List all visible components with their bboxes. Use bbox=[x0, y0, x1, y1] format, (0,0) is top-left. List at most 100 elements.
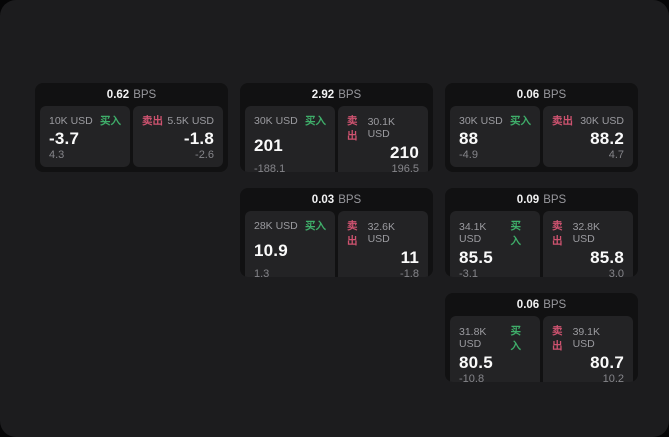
buy-price-value: 85.5 bbox=[459, 248, 493, 267]
buy-delta-value: -4.9 bbox=[459, 149, 478, 161]
quote-card: 0.09 BPS 34.1K USD 买入 85.5 -3.1 卖出 32.8K… bbox=[445, 188, 638, 277]
buy-panel-top: 28K USD 买入 bbox=[254, 218, 326, 233]
sell-price-value: 210 bbox=[390, 143, 419, 162]
sell-panel-top: 卖出 32.6K USD bbox=[347, 218, 419, 248]
sell-panel[interactable]: 卖出 39.1K USD 80.7 10.2 bbox=[543, 316, 633, 382]
buy-panel-top: 31.8K USD 买入 bbox=[459, 323, 531, 353]
buy-panel[interactable]: 30K USD 买入 201 -188.1 bbox=[245, 106, 335, 172]
quote-panels: 30K USD 买入 201 -188.1 卖出 30.1K USD 210 1… bbox=[240, 104, 433, 172]
buy-price-value: 10.9 bbox=[254, 240, 288, 260]
spread-unit-label: BPS bbox=[543, 299, 567, 311]
buy-size-label: 34.1K USD bbox=[459, 221, 487, 245]
sell-panel[interactable]: 卖出 32.6K USD 11 -1.8 bbox=[338, 211, 428, 277]
sell-size-label: 5.5K USD bbox=[167, 114, 214, 127]
sell-tag: 卖出 bbox=[552, 325, 563, 352]
sell-price-value: -1.8 bbox=[183, 128, 214, 148]
sell-size-label: 30K USD bbox=[580, 114, 624, 127]
spread-header: 0.06 BPS bbox=[445, 83, 638, 104]
buy-tag: 买入 bbox=[305, 220, 326, 232]
sell-size-label: 30.1K USD bbox=[367, 116, 396, 140]
quote-card: 0.06 BPS 31.8K USD 买入 80.5 -10.8 卖出 39.1… bbox=[445, 293, 638, 382]
buy-delta-value: -10.8 bbox=[459, 373, 485, 382]
buy-size-label: 10K USD bbox=[49, 114, 93, 127]
sell-size-label: 32.6K USD bbox=[367, 221, 396, 245]
buy-size-label: 28K USD bbox=[254, 219, 298, 232]
spread-header: 0.62 BPS bbox=[35, 83, 228, 104]
quote-panels: 28K USD 买入 10.9 1.3 卖出 32.6K USD 11 -1.8 bbox=[240, 209, 433, 277]
spread-unit-label: BPS bbox=[338, 89, 362, 101]
quote-cards-grid: 0.62 BPS 10K USD 买入 -3.7 4.3 卖出 5.5K USD bbox=[35, 83, 638, 382]
sell-delta-value: 4.7 bbox=[608, 149, 624, 161]
spread-value: 2.92 bbox=[311, 89, 335, 101]
buy-tag: 买入 bbox=[305, 115, 326, 127]
sell-tag: 卖出 bbox=[552, 220, 563, 247]
buy-price-value: 88 bbox=[459, 128, 479, 148]
sell-delta-value: 3.0 bbox=[608, 268, 624, 277]
sell-tag: 卖出 bbox=[552, 115, 573, 127]
sell-panel-top: 卖出 30.1K USD bbox=[347, 113, 419, 143]
buy-panel[interactable]: 34.1K USD 买入 85.5 -3.1 bbox=[450, 211, 540, 277]
buy-price-value: 80.5 bbox=[459, 353, 493, 372]
sell-tag: 卖出 bbox=[347, 220, 358, 247]
quote-card: 0.03 BPS 28K USD 买入 10.9 1.3 卖出 32.6K US… bbox=[240, 188, 433, 277]
sell-delta-value: 196.5 bbox=[391, 163, 419, 172]
spread-value: 0.06 bbox=[516, 299, 540, 311]
spread-header: 2.92 BPS bbox=[240, 83, 433, 104]
sell-delta-value: -2.6 bbox=[195, 149, 214, 161]
spread-header: 0.06 BPS bbox=[445, 293, 638, 314]
sell-size-label: 32.8K USD bbox=[572, 221, 601, 245]
sell-tag: 卖出 bbox=[347, 115, 358, 142]
buy-delta-value: -3.1 bbox=[459, 268, 478, 277]
buy-panel-top: 34.1K USD 买入 bbox=[459, 218, 531, 248]
buy-panel[interactable]: 28K USD 买入 10.9 1.3 bbox=[245, 211, 335, 277]
sell-panel-top: 卖出 5.5K USD bbox=[142, 113, 214, 128]
buy-delta-value: 1.3 bbox=[254, 268, 270, 277]
sell-size-label: 39.1K USD bbox=[572, 326, 601, 350]
buy-panel[interactable]: 30K USD 买入 88 -4.9 bbox=[450, 106, 540, 167]
sell-panel[interactable]: 卖出 32.8K USD 85.8 3.0 bbox=[543, 211, 633, 277]
buy-size-label: 30K USD bbox=[459, 114, 503, 127]
buy-price-value: -3.7 bbox=[49, 128, 80, 148]
sell-panel-top: 卖出 30K USD bbox=[552, 113, 624, 128]
buy-panel-top: 30K USD 买入 bbox=[459, 113, 531, 128]
spread-unit-label: BPS bbox=[133, 89, 157, 101]
buy-size-label: 31.8K USD bbox=[459, 326, 487, 350]
buy-price-value: 201 bbox=[254, 135, 283, 155]
buy-panel-top: 30K USD 买入 bbox=[254, 113, 326, 128]
quote-panels: 10K USD 买入 -3.7 4.3 卖出 5.5K USD -1.8 -2.… bbox=[35, 104, 228, 172]
buy-tag: 买入 bbox=[100, 115, 121, 127]
sell-panel[interactable]: 卖出 30K USD 88.2 4.7 bbox=[543, 106, 633, 167]
spread-header: 0.09 BPS bbox=[445, 188, 638, 209]
quote-panels: 30K USD 买入 88 -4.9 卖出 30K USD 88.2 4.7 bbox=[445, 104, 638, 172]
buy-tag: 买入 bbox=[510, 325, 521, 352]
buy-tag: 买入 bbox=[510, 115, 531, 127]
quote-panels: 34.1K USD 买入 85.5 -3.1 卖出 32.8K USD 85.8… bbox=[445, 209, 638, 277]
sell-delta-value: 10.2 bbox=[602, 373, 624, 382]
buy-panel[interactable]: 31.8K USD 买入 80.5 -10.8 bbox=[450, 316, 540, 382]
spread-value: 0.03 bbox=[311, 194, 335, 206]
buy-tag: 买入 bbox=[510, 220, 521, 247]
spread-unit-label: BPS bbox=[543, 194, 567, 206]
buy-delta-value: 4.3 bbox=[49, 149, 65, 161]
sell-panel[interactable]: 卖出 30.1K USD 210 196.5 bbox=[338, 106, 428, 172]
quote-card: 0.62 BPS 10K USD 买入 -3.7 4.3 卖出 5.5K USD bbox=[35, 83, 228, 172]
spread-unit-label: BPS bbox=[338, 194, 362, 206]
quote-card: 0.06 BPS 30K USD 买入 88 -4.9 卖出 30K USD bbox=[445, 83, 638, 172]
sell-price-value: 80.7 bbox=[590, 353, 624, 372]
spread-header: 0.03 BPS bbox=[240, 188, 433, 209]
sell-price-value: 85.8 bbox=[590, 248, 624, 267]
sell-panel[interactable]: 卖出 5.5K USD -1.8 -2.6 bbox=[133, 106, 223, 167]
buy-delta-value: -188.1 bbox=[254, 163, 286, 172]
sell-tag: 卖出 bbox=[142, 115, 163, 127]
sell-price-value: 11 bbox=[400, 248, 419, 267]
buy-size-label: 30K USD bbox=[254, 114, 298, 127]
spread-value: 0.62 bbox=[106, 89, 130, 101]
sell-price-value: 88.2 bbox=[590, 128, 624, 148]
buy-panel[interactable]: 10K USD 买入 -3.7 4.3 bbox=[40, 106, 130, 167]
spread-value: 0.06 bbox=[516, 89, 540, 101]
buy-panel-top: 10K USD 买入 bbox=[49, 113, 121, 128]
spread-value: 0.09 bbox=[516, 194, 540, 206]
sell-panel-top: 卖出 39.1K USD bbox=[552, 323, 624, 353]
sell-delta-value: -1.8 bbox=[400, 268, 419, 277]
